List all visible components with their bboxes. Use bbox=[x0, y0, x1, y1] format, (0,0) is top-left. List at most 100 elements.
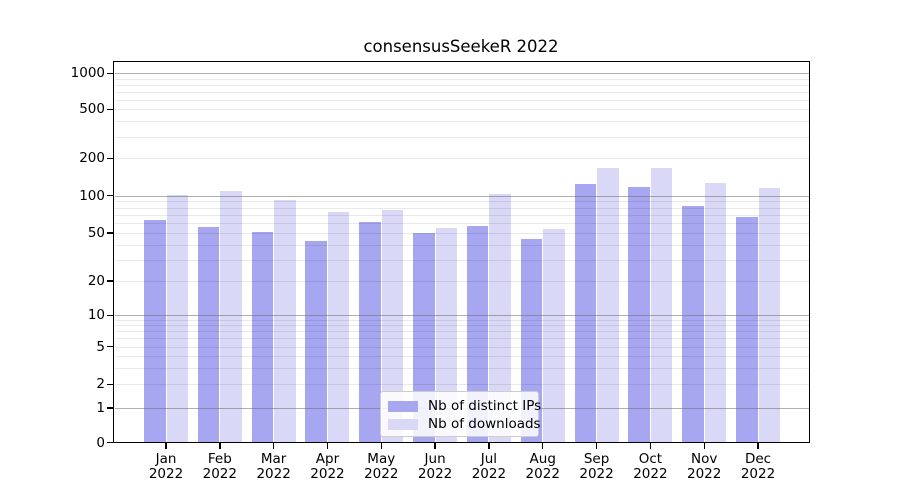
minor-gridline-200 bbox=[114, 158, 809, 160]
major-gridline-1000 bbox=[114, 73, 809, 75]
minor-gridline-500 bbox=[114, 109, 809, 111]
y-tick-mark-100 bbox=[107, 195, 113, 197]
minor-gridline-8 bbox=[114, 325, 809, 327]
legend-item-distinct-ips: Nb of distinct IPs bbox=[388, 397, 541, 415]
bar-ips-sep bbox=[574, 183, 597, 443]
minor-gridline-800 bbox=[114, 84, 809, 86]
y-tick-label-500: 500 bbox=[79, 101, 105, 118]
bar-ips-nov bbox=[682, 205, 704, 443]
bar-downloads-jul bbox=[489, 194, 511, 443]
bar-ips-jan bbox=[144, 219, 166, 443]
x-tick-mark-apr bbox=[326, 442, 329, 449]
major-gridline-10 bbox=[114, 315, 809, 317]
y-tick-mark-20 bbox=[107, 280, 113, 282]
y-tick-label-20: 20 bbox=[87, 273, 105, 289]
minor-gridline-4 bbox=[114, 355, 809, 357]
legend-swatch-ips bbox=[388, 400, 418, 412]
y-tick-mark-5 bbox=[107, 346, 113, 348]
minor-gridline-300 bbox=[114, 136, 809, 138]
bar-downloads-feb bbox=[220, 190, 242, 443]
legend: Nb of distinct IPs Nb of downloads bbox=[380, 391, 541, 437]
minor-gridline-6 bbox=[114, 338, 809, 340]
y-tick-label-50: 50 bbox=[87, 225, 105, 241]
bar-ips-jun bbox=[413, 233, 435, 443]
minor-gridline-90 bbox=[114, 201, 809, 203]
y-tick-label-0: 0 bbox=[96, 434, 105, 451]
y-tick-mark-1000 bbox=[107, 72, 113, 74]
x-tick-label-sep: Sep 2022 bbox=[579, 451, 614, 482]
x-tick-mark-nov bbox=[703, 442, 705, 449]
minor-gridline-3 bbox=[114, 367, 809, 369]
bar-ips-dec bbox=[736, 217, 758, 443]
y-tick-label-1000: 1000 bbox=[70, 65, 105, 82]
x-tick-mark-aug bbox=[542, 442, 544, 449]
x-tick-mark-oct bbox=[649, 442, 652, 449]
minor-gridline-50 bbox=[114, 233, 809, 234]
bar-downloads-sep bbox=[597, 168, 619, 443]
y-tick-label-100: 100 bbox=[79, 187, 105, 204]
legend-item-downloads: Nb of downloads bbox=[388, 415, 541, 433]
bar-ips-may bbox=[359, 222, 381, 443]
bar-downloads-jan bbox=[166, 195, 188, 443]
x-tick-label-oct: Oct 2022 bbox=[633, 451, 668, 482]
bar-ips-oct bbox=[628, 186, 650, 443]
bar-ips-mar bbox=[251, 231, 274, 443]
minor-gridline-9 bbox=[114, 320, 809, 322]
bar-downloads-aug bbox=[543, 228, 565, 443]
bar-downloads-oct bbox=[650, 167, 673, 443]
x-tick-label-nov: Nov 2022 bbox=[687, 451, 722, 482]
x-tick-label-apr: Apr 2022 bbox=[310, 451, 345, 482]
y-tick-mark-0 bbox=[107, 441, 113, 444]
x-tick-mark-jul bbox=[488, 442, 490, 449]
minor-gridline-7 bbox=[114, 331, 809, 333]
y-tick-label-1: 1 bbox=[96, 400, 105, 416]
chart-title: consensusSeekeR 2022 bbox=[363, 37, 559, 56]
x-tick-mark-feb bbox=[219, 442, 221, 449]
minor-gridline-30 bbox=[114, 259, 809, 261]
bar-ips-jul bbox=[466, 225, 489, 443]
minor-gridline-80 bbox=[114, 207, 809, 209]
minor-gridline-600 bbox=[114, 99, 809, 101]
x-tick-label-may: May 2022 bbox=[364, 451, 399, 482]
legend-label-downloads: Nb of downloads bbox=[428, 416, 541, 432]
x-tick-mark-mar bbox=[272, 442, 275, 449]
x-tick-label-mar: Mar 2022 bbox=[256, 451, 291, 482]
x-tick-label-aug: Aug 2022 bbox=[525, 451, 560, 482]
y-tick-mark-2 bbox=[107, 383, 113, 385]
y-tick-label-10: 10 bbox=[87, 307, 105, 324]
x-tick-label-jan: Jan 2022 bbox=[148, 451, 184, 482]
x-tick-label-feb: Feb 2022 bbox=[202, 451, 237, 482]
x-tick-mark-may bbox=[380, 442, 382, 449]
x-tick-mark-dec bbox=[757, 442, 759, 449]
bar-downloads-mar bbox=[274, 200, 296, 443]
y-tick-mark-1 bbox=[107, 407, 113, 409]
x-tick-label-jul: Jul 2022 bbox=[471, 451, 507, 482]
bar-downloads-apr bbox=[327, 211, 350, 443]
x-tick-mark-jun bbox=[434, 442, 436, 449]
bar-ips-apr bbox=[305, 240, 327, 443]
minor-gridline-2 bbox=[114, 384, 809, 386]
legend-label-ips: Nb of distinct IPs bbox=[428, 398, 542, 414]
legend-swatch-downloads bbox=[388, 418, 418, 430]
x-tick-label-jun: Jun 2022 bbox=[417, 451, 453, 482]
minor-gridline-60 bbox=[114, 223, 809, 225]
minor-gridline-70 bbox=[114, 214, 809, 216]
bar-downloads-jun bbox=[435, 227, 458, 443]
y-tick-label-5: 5 bbox=[96, 338, 105, 355]
minor-gridline-5 bbox=[114, 346, 809, 348]
bar-downloads-nov bbox=[704, 182, 727, 443]
bar-ips-feb bbox=[197, 226, 220, 443]
minor-gridline-400 bbox=[114, 121, 809, 123]
major-gridline-100 bbox=[114, 195, 809, 197]
minor-gridline-700 bbox=[114, 91, 809, 93]
minor-gridline-40 bbox=[114, 244, 809, 246]
y-tick-mark-50 bbox=[107, 232, 113, 234]
y-tick-mark-10 bbox=[107, 314, 113, 316]
x-tick-mark-jan bbox=[165, 442, 167, 449]
y-tick-mark-200 bbox=[107, 157, 113, 159]
y-tick-label-200: 200 bbox=[79, 150, 105, 167]
y-tick-mark-500 bbox=[107, 108, 113, 110]
x-tick-label-dec: Dec 2022 bbox=[740, 451, 776, 482]
minor-gridline-20 bbox=[114, 281, 809, 282]
